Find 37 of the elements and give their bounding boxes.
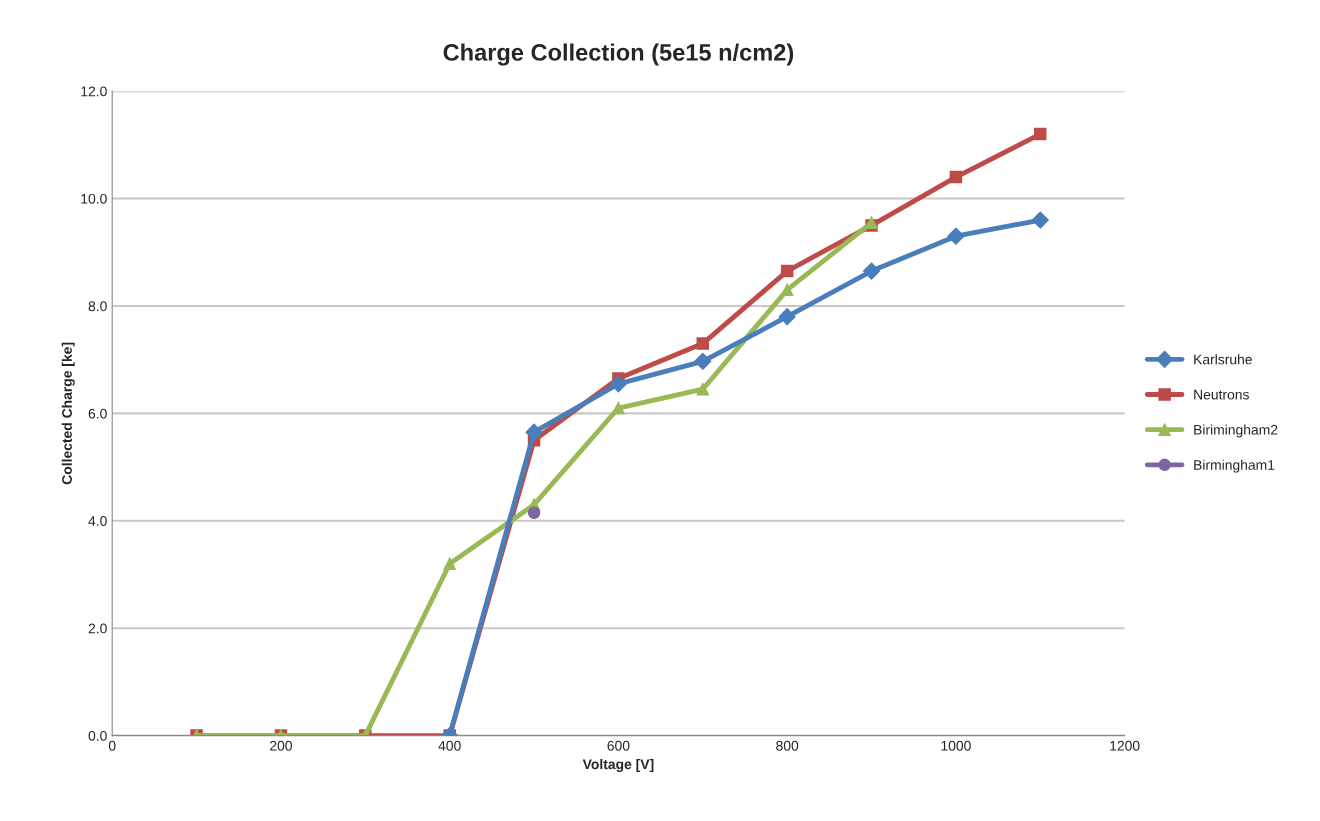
point [778,308,796,326]
y-tick-label: 0.0 [88,730,107,741]
x-tick-label: 400 [438,740,461,751]
x-tick-label: 0 [108,740,116,751]
legend-label: Karlsruhe [1194,354,1252,365]
x-tick-label: 800 [776,740,799,751]
y-tick-label: 2.0 [88,623,107,634]
x-tick-label: 200 [270,740,292,751]
point [696,382,710,396]
point [1034,127,1047,141]
y-tick-label: 4.0 [88,516,107,526]
x-tick-label: 1200 [1110,740,1140,751]
point [525,423,543,441]
point [527,506,541,519]
y-tick-label: 10.0 [81,193,107,204]
point [443,557,456,571]
chart-title: Charge Collection (5e15 n/cm2) [443,43,794,66]
point [612,401,625,415]
x-axis-title: Voltage [V] [582,758,654,772]
point [949,170,963,184]
legend-label: Neutrons [1194,389,1249,400]
point [780,264,794,278]
y-axis-title: Collected Charge [ke] [61,342,75,485]
x-tick-label: 1000 [941,740,971,751]
point [1031,211,1049,229]
point [696,337,710,350]
legend-label: Birimingham2 [1194,424,1278,438]
point [862,262,881,280]
point [780,283,794,297]
x-tick-label: 600 [607,740,630,751]
legend-label: Birmingham1 [1194,459,1275,473]
point [609,375,627,393]
y-tick-label: 6.0 [88,408,107,419]
y-tick-label: 12.0 [81,86,107,97]
point [947,227,965,245]
point [694,352,712,370]
y-tick-label: 8.0 [88,301,107,312]
